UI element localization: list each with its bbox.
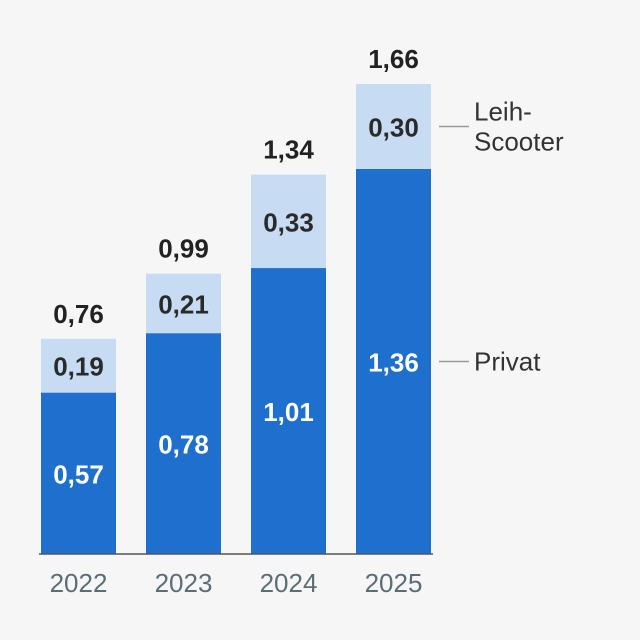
total-value-label: 0,76	[53, 299, 104, 329]
x-tick-label: 2025	[365, 568, 423, 598]
x-tick-label: 2023	[155, 568, 213, 598]
segment-value-label: 0,30	[368, 112, 419, 142]
segment-value-label: 0,33	[263, 207, 314, 237]
total-value-label: 1,34	[263, 135, 314, 165]
segment-value-label: 0,57	[53, 459, 104, 489]
bar-segment-leih-scooter-2022	[41, 338, 116, 393]
bar-segment-privat-2022	[41, 392, 116, 554]
total-value-label: 0,99	[158, 234, 209, 264]
legend: Privat Leih-Scooter	[439, 96, 564, 376]
bars-layer	[41, 84, 431, 554]
labels-layer: 0,57 0,19 0,76 2022 0,78 0,21 0,99 2023 1,01 0,33…	[50, 44, 423, 598]
bar-segment-leih-scooter-2025	[356, 84, 431, 169]
segment-value-label: 1,36	[368, 347, 419, 377]
segment-value-label: 0,78	[158, 430, 209, 460]
bar-segment-leih-scooter-2024	[251, 174, 326, 269]
segment-value-label: 1,01	[263, 397, 314, 427]
total-value-label: 1,66	[368, 44, 419, 74]
bar-segment-privat-2023	[146, 333, 221, 554]
x-tick-label: 2022	[50, 568, 108, 598]
x-tick-label: 2024	[260, 568, 318, 598]
segment-value-label: 0,21	[158, 289, 209, 319]
segment-value-label: 0,19	[53, 352, 104, 382]
bar-segment-privat-2024	[251, 268, 326, 554]
legend-label-leih-scooter: Leih-Scooter	[474, 96, 564, 156]
bar-segment-privat-2025	[356, 168, 431, 554]
legend-label-privat: Privat	[474, 346, 541, 376]
bar-segment-leih-scooter-2023	[146, 273, 221, 334]
